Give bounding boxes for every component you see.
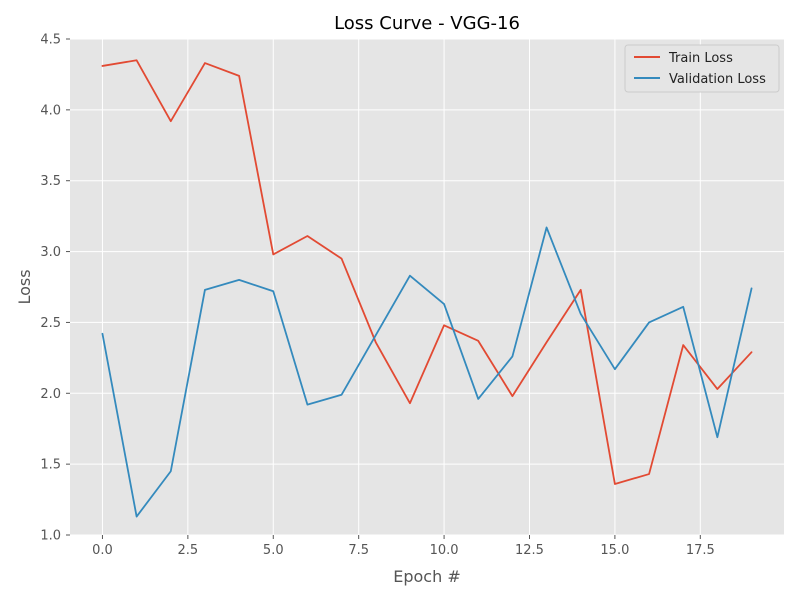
chart-title: Loss Curve - VGG-16 [334,13,520,34]
series-line-validation-loss [101,226,753,518]
series-line-train-loss [101,59,753,485]
legend: Train Loss Validation Loss [624,44,780,93]
plot-area [70,39,784,535]
legend-box [624,44,780,93]
y-tick-label: 1.5 [40,458,61,473]
axis-ticks: 0.0 2.5 5.0 7.5 10.0 12.5 15.0 17.5 1.0 1.5 2.0 2.5… [40,33,714,559]
y-tick-label: 4.5 [40,33,61,48]
grid [70,38,784,536]
series-lines [101,59,753,518]
x-tick-label: 10.0 [430,543,459,558]
x-tick-label: 2.5 [178,543,199,558]
y-tick-label: 1.0 [40,529,61,544]
x-tick-label: 0.0 [92,543,113,558]
y-tick-label: 2.5 [40,316,61,331]
y-axis-label: Loss [15,269,34,304]
x-tick-label: 12.5 [515,543,544,558]
x-tick-label: 5.0 [263,543,284,558]
y-tick-label: 3.0 [40,245,61,260]
x-tick-label: 15.0 [600,543,629,558]
y-tick-label: 2.0 [40,387,61,402]
legend-label-train-loss: Train Loss [668,51,733,66]
legend-label-validation-loss: Validation Loss [669,72,766,87]
x-tick-label: 17.5 [686,543,715,558]
y-tick-label: 3.5 [40,174,61,189]
x-axis-label: Epoch # [393,567,460,586]
y-tick-label: 4.0 [40,103,61,118]
x-tick-label: 7.5 [348,543,369,558]
